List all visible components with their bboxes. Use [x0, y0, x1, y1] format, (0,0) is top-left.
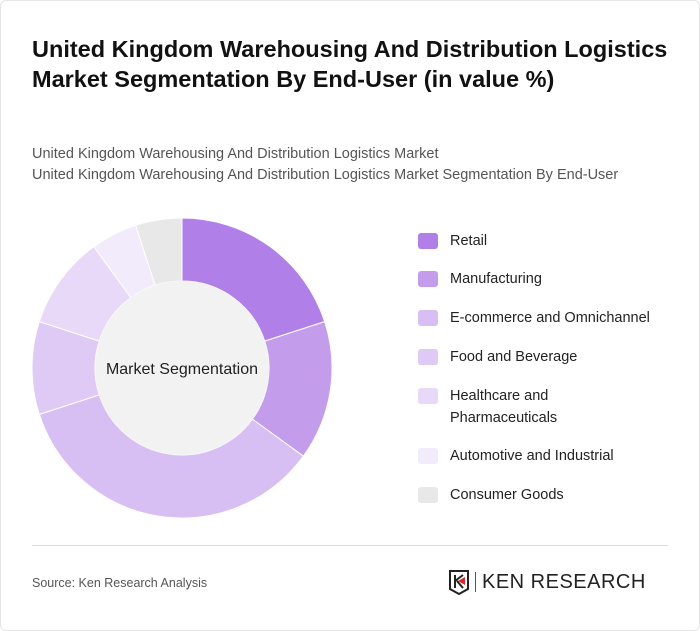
legend-item: Consumer Goods: [418, 484, 678, 506]
chart-subtitle-2: United Kingdom Warehousing And Distribut…: [32, 167, 619, 183]
legend-swatch: [418, 487, 438, 503]
legend-swatch: [418, 349, 438, 365]
center-label: Market Segmentation: [106, 361, 258, 378]
logo-separator: [475, 572, 476, 592]
legend-label: Food and Beverage: [450, 349, 578, 365]
legend-label: Automotive and Industrial: [450, 448, 614, 464]
donut-chart: Market Segmentation: [31, 217, 333, 519]
ken-research-logo: KEN RESEARCH: [448, 569, 646, 595]
chart-subtitle: United Kingdom Warehousing And Distribut…: [32, 146, 439, 162]
legend-swatch: [418, 233, 438, 249]
legend-swatch: [418, 310, 438, 326]
ken-logo-icon: [449, 570, 469, 595]
legend-item: Automotive and Industrial: [418, 445, 678, 467]
chart-title: United Kingdom Warehousing And Distribut…: [32, 36, 668, 92]
legend-label: Manufacturing: [450, 271, 542, 287]
legend-label: Healthcare and Pharmaceuticals: [450, 388, 558, 426]
legend-swatch: [418, 448, 438, 464]
legend-label: Consumer Goods: [450, 487, 564, 503]
legend-label: Retail: [450, 233, 488, 249]
legend-item: Manufacturing: [418, 268, 678, 290]
legend-label: E-commerce and Omnichannel: [450, 310, 650, 326]
source-note: Source: Ken Research Analysis: [32, 576, 208, 590]
legend-item: E-commerce and Omnichannel: [418, 307, 678, 329]
legend-item: Retail: [418, 230, 678, 252]
legend-item: Food and Beverage: [418, 346, 678, 368]
legend-swatch: [418, 271, 438, 287]
donut-hole: [95, 281, 269, 455]
legend-swatch: [418, 388, 438, 404]
legend-item: Healthcare and Pharmaceuticals: [418, 385, 678, 429]
divider: [32, 545, 668, 546]
logo-text: KEN RESEARCH: [482, 570, 646, 593]
